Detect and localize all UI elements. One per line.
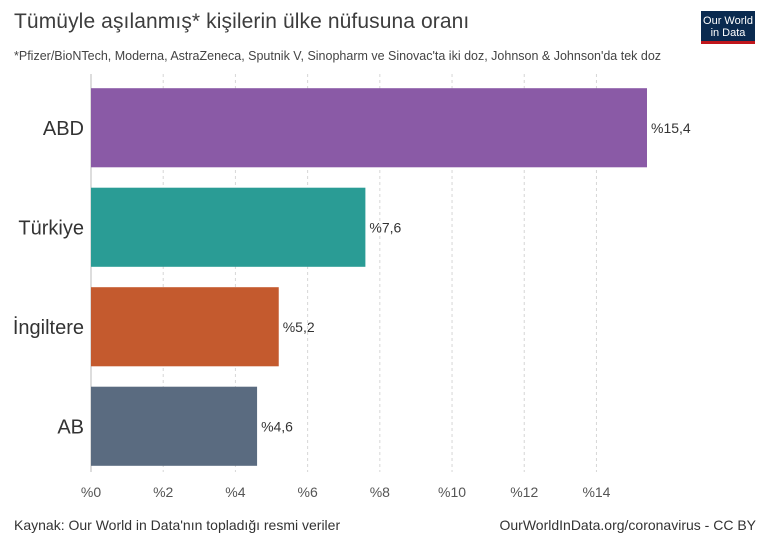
bar [91, 386, 258, 466]
value-label: %4,6 [261, 418, 293, 434]
x-tick-label: %10 [438, 484, 466, 500]
credit-link[interactable]: OurWorldInData.org/coronavirus - CC BY [499, 517, 757, 533]
owid-logo[interactable]: Our World in Data [701, 11, 755, 44]
labels: %0 %2 %4 %6 %8 %10 %12 %14 ABD %15,4 Türkiye %7,6 İn… [13, 118, 691, 500]
value-label: %15,4 [651, 120, 691, 136]
chart-subtitle: *Pfizer/BioNTech, Moderna, AstraZeneca, … [14, 49, 662, 63]
bar [91, 88, 647, 168]
x-tick-label: %2 [153, 484, 173, 500]
source-note: Kaynak: Our World in Data'nın topladığı … [14, 517, 341, 533]
category-label: AB [57, 416, 84, 438]
bar [91, 287, 279, 367]
logo-line-1: Our World [703, 15, 753, 27]
x-tick-label: %8 [370, 484, 390, 500]
x-tick-label: %14 [582, 484, 610, 500]
x-tick-label: %4 [225, 484, 245, 500]
value-label: %5,2 [283, 319, 315, 335]
x-tick-label: %6 [298, 484, 318, 500]
logo-line-2: in Data [710, 27, 746, 39]
x-tick-label: %12 [510, 484, 538, 500]
bar [91, 187, 366, 267]
value-label: %7,6 [369, 219, 401, 235]
bars [91, 88, 647, 466]
chart-title: Tümüyle aşılanmış* kişilerin ülke nüfusu… [14, 10, 470, 33]
category-label: İngiltere [13, 316, 84, 339]
x-tick-label: %0 [81, 484, 101, 500]
category-label: ABD [43, 118, 84, 140]
category-label: Türkiye [18, 217, 84, 239]
